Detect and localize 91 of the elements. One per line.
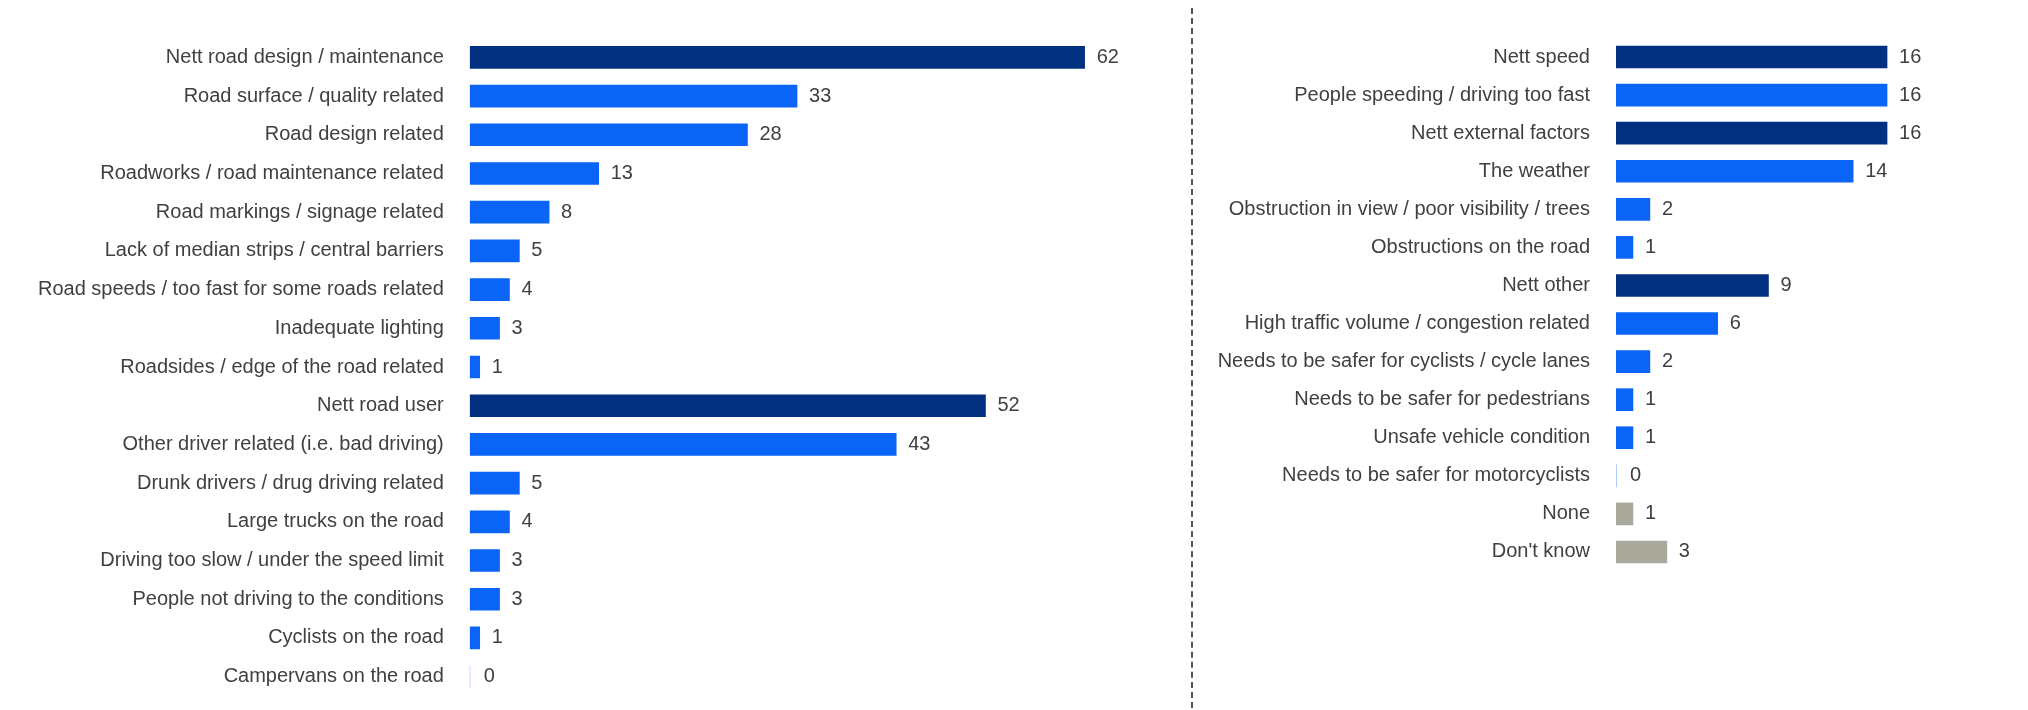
bar bbox=[1616, 312, 1718, 335]
bar bbox=[1616, 236, 1634, 259]
data-label: 43 bbox=[908, 431, 931, 454]
y-tick-label: Campervans on the road bbox=[223, 664, 444, 687]
data-label: 5 bbox=[531, 238, 543, 261]
bar bbox=[1616, 426, 1634, 450]
bar bbox=[1616, 274, 1769, 297]
bar bbox=[1616, 502, 1634, 526]
y-tick-label: Driving too slow / under the speed limit bbox=[100, 548, 445, 571]
y-tick-label: Inadequate lighting bbox=[274, 315, 444, 338]
y-tick-label: Obstruction in view / poor visibility / trees bbox=[1228, 196, 1590, 219]
data-label: 52 bbox=[997, 393, 1020, 416]
bar bbox=[469, 626, 481, 650]
bar bbox=[469, 510, 510, 534]
data-label: 2 bbox=[1661, 349, 1673, 372]
y-tick-label: Nett road user bbox=[317, 393, 445, 416]
data-label: 4 bbox=[521, 509, 533, 532]
bar bbox=[469, 200, 550, 224]
data-label: 5 bbox=[531, 470, 543, 493]
y-tick-label: People speeding / driving too fast bbox=[1294, 82, 1591, 105]
data-label: 0 bbox=[483, 664, 495, 687]
y-tick-label: Needs to be safer for motorcyclists bbox=[1282, 463, 1590, 486]
bar bbox=[469, 355, 481, 379]
y-tick-label: Unsafe vehicle condition bbox=[1373, 425, 1590, 448]
y-tick-label: Nett road design / maintenance bbox=[165, 44, 444, 67]
data-label: 1 bbox=[1644, 234, 1657, 257]
data-label: 16 bbox=[1899, 44, 1922, 67]
y-tick-label: Road speeds / too fast for some roads related bbox=[38, 277, 444, 300]
bar bbox=[1616, 197, 1651, 221]
data-label: 1 bbox=[491, 354, 503, 377]
y-tick-label: Cyclists on the road bbox=[268, 625, 444, 648]
y-tick-label: Road markings / signage related bbox=[155, 199, 444, 222]
data-label: 1 bbox=[1644, 387, 1657, 410]
data-label: 1 bbox=[491, 625, 503, 648]
y-tick-label: Roadworks / road maintenance related bbox=[100, 160, 444, 183]
y-tick-label: Nett external factors bbox=[1411, 120, 1590, 143]
bar bbox=[469, 549, 500, 572]
data-label: 0 bbox=[1630, 463, 1642, 486]
bar bbox=[469, 162, 600, 185]
y-tick-label: Needs to be safer for pedestrians bbox=[1294, 387, 1590, 410]
y-tick-label: Nett other bbox=[1502, 272, 1591, 295]
bar bbox=[469, 46, 1085, 69]
data-label: 14 bbox=[1865, 158, 1888, 181]
y-tick-label: Road design related bbox=[264, 122, 444, 145]
data-label: 13 bbox=[610, 160, 633, 183]
y-tick-label: Roadsides / edge of the road related bbox=[120, 354, 444, 377]
bar bbox=[469, 316, 500, 340]
data-label: 6 bbox=[1729, 311, 1741, 334]
bar bbox=[469, 587, 500, 611]
data-label: 2 bbox=[1661, 196, 1673, 219]
bar bbox=[1616, 121, 1888, 145]
data-label: 9 bbox=[1780, 272, 1792, 295]
y-tick-label: Obstructions on the road bbox=[1370, 234, 1590, 257]
bar bbox=[469, 394, 986, 418]
bar bbox=[469, 471, 520, 495]
y-tick-label: Don't know bbox=[1491, 539, 1591, 562]
bar bbox=[1616, 540, 1668, 564]
data-label: 3 bbox=[511, 548, 523, 571]
data-label: 16 bbox=[1899, 120, 1922, 143]
y-tick-label: Needs to be safer for cyclists / cycle lanes bbox=[1217, 349, 1590, 372]
bar bbox=[1616, 159, 1854, 183]
y-tick-label: Nett speed bbox=[1493, 44, 1590, 67]
data-label: 1 bbox=[1644, 501, 1657, 524]
data-label: 16 bbox=[1899, 82, 1922, 105]
bar bbox=[1616, 83, 1888, 107]
y-tick-label: Other driver related (i.e. bad driving) bbox=[122, 431, 444, 454]
y-tick-label: The weather bbox=[1478, 158, 1591, 181]
y-tick-label: Large trucks on the road bbox=[226, 509, 444, 532]
y-tick-label: None bbox=[1542, 501, 1590, 524]
bar bbox=[469, 239, 520, 263]
bar bbox=[1616, 388, 1634, 412]
bar bbox=[469, 123, 748, 147]
bar bbox=[469, 433, 897, 456]
data-label: 1 bbox=[1644, 425, 1657, 448]
y-tick-label: Road surface / quality related bbox=[183, 83, 444, 106]
y-tick-label: High traffic volume / congestion related bbox=[1244, 311, 1590, 334]
data-label: 3 bbox=[511, 315, 523, 338]
bar bbox=[469, 278, 510, 301]
data-label: 3 bbox=[1678, 539, 1690, 562]
data-label: 28 bbox=[759, 122, 782, 145]
bar bbox=[1616, 45, 1888, 69]
y-tick-label: Lack of median strips / central barriers bbox=[104, 238, 444, 261]
data-label: 62 bbox=[1096, 44, 1119, 67]
bar bbox=[1616, 350, 1651, 373]
data-label: 3 bbox=[511, 586, 523, 609]
data-label: 4 bbox=[521, 277, 533, 300]
data-label: 8 bbox=[561, 199, 573, 222]
data-label: 33 bbox=[809, 83, 832, 106]
bar bbox=[469, 84, 798, 108]
y-tick-label: People not driving to the conditions bbox=[132, 586, 444, 609]
y-tick-label: Drunk drivers / drug driving related bbox=[136, 470, 444, 493]
